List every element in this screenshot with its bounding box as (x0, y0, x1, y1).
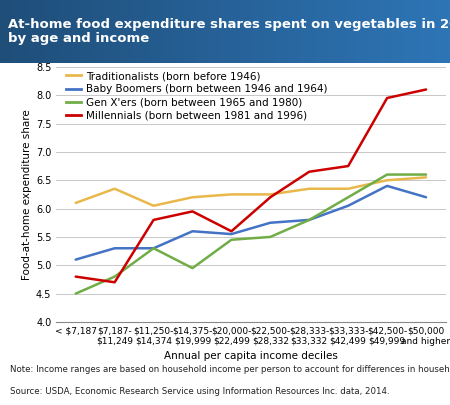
Text: Source: USDA, Economic Research Service using Information Resources Inc. data, 2: Source: USDA, Economic Research Service … (10, 387, 389, 396)
Text: by age and income: by age and income (8, 32, 149, 45)
X-axis label: Annual per capita income deciles: Annual per capita income deciles (164, 351, 338, 361)
Text: At-home food expenditure shares spent on vegetables in 2014,: At-home food expenditure shares spent on… (8, 17, 450, 30)
Legend: Traditionalists (born before 1946), Baby Boomers (born between 1946 and 1964), G: Traditionalists (born before 1946), Baby… (62, 67, 332, 125)
Text: Note: Income ranges are based on household income per person to account for diff: Note: Income ranges are based on househo… (10, 365, 450, 374)
Y-axis label: Food-at-home expenditure share: Food-at-home expenditure share (22, 109, 32, 280)
